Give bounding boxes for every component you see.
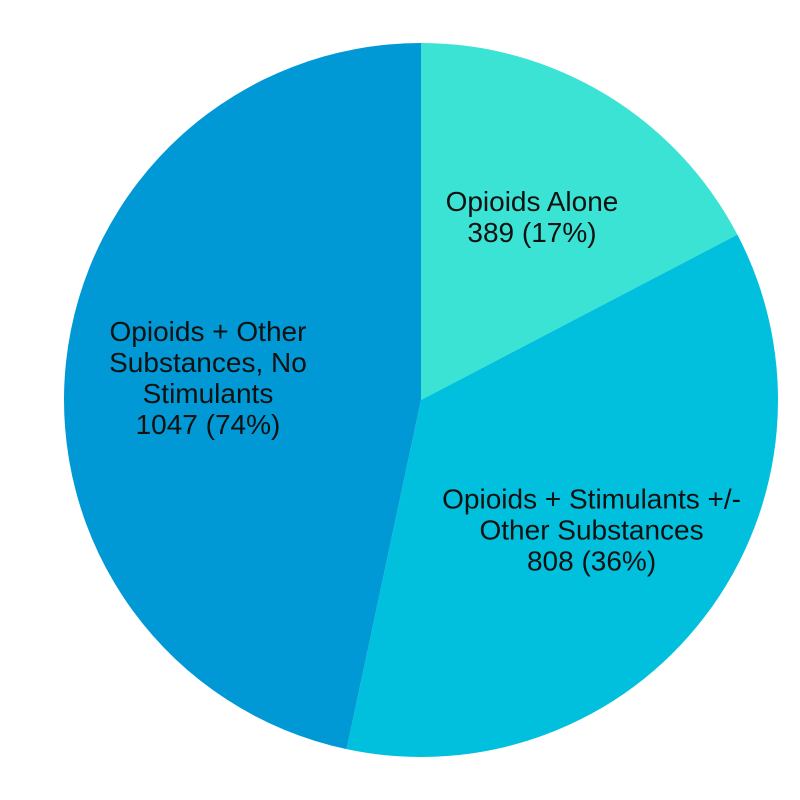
value-label: 808 (36%)	[526, 545, 657, 577]
value-label: 1047 (74%)	[135, 408, 281, 440]
pie-slice	[346, 234, 778, 758]
value-label: 389 (17%)	[467, 216, 597, 248]
category-label: Opioids + Other Substances, No Stimulant…	[109, 315, 307, 409]
slice-label: Opioids + Other Substances, No Stimulant…	[88, 316, 328, 440]
category-label: Opioids Alone	[445, 185, 619, 217]
category-label: Opioids + Stimulants +/- Other Substance…	[442, 483, 741, 546]
slice-label: Opioids Alone 389 (17%)	[382, 186, 682, 248]
pie-slice	[421, 43, 738, 400]
pie-slice	[63, 43, 422, 750]
slice-label: Opioids + Stimulants +/- Other Substance…	[437, 483, 747, 576]
